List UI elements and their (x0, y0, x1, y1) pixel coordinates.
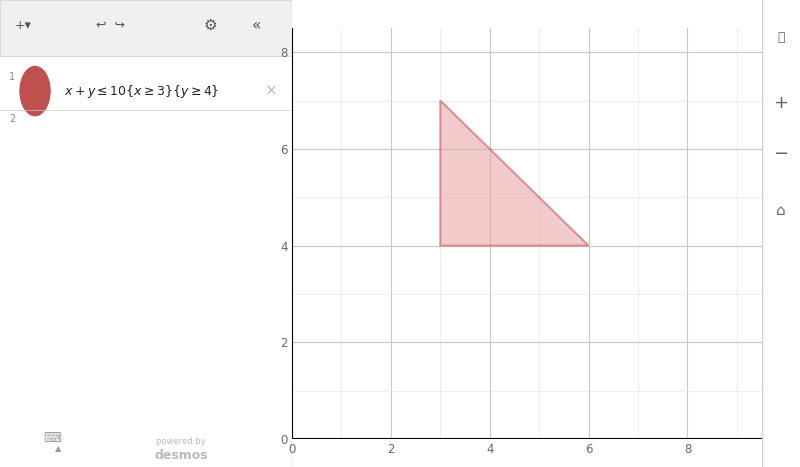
Text: −: − (774, 145, 788, 163)
Text: powered by: powered by (156, 437, 206, 446)
Bar (0, 0, 292, 56)
Text: ⌨: ⌨ (43, 432, 62, 446)
Text: 1: 1 (9, 72, 15, 82)
Text: +: + (774, 94, 788, 112)
Text: «: « (252, 18, 262, 33)
Text: ⌂: ⌂ (776, 203, 786, 218)
Text: 🔧: 🔧 (777, 31, 785, 44)
Text: +▾: +▾ (15, 19, 32, 32)
Text: ▲: ▲ (55, 444, 62, 453)
Text: desmos: desmos (154, 449, 208, 462)
Circle shape (19, 65, 51, 117)
Text: ×: × (265, 84, 278, 99)
Text: $x+y\leq10\left\{x\geq3\right\}\left\{y\geq4\right\}$: $x+y\leq10\left\{x\geq3\right\}\left\{y\… (64, 83, 220, 99)
Text: 2: 2 (9, 114, 15, 124)
Text: ↩  ↪: ↩ ↪ (97, 19, 126, 32)
Text: ⚙: ⚙ (203, 18, 217, 33)
Polygon shape (440, 100, 589, 246)
